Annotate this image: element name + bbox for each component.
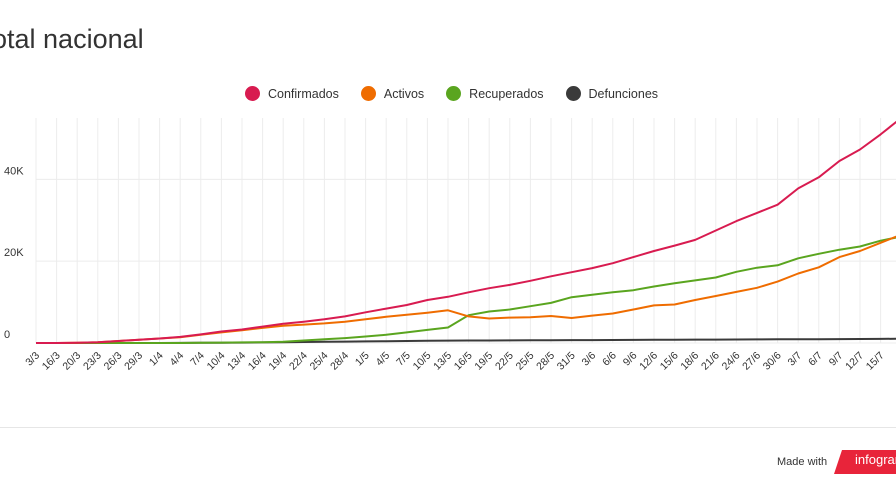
series-line-recuperados xyxy=(36,236,896,344)
x-tick-label: 16/3 xyxy=(40,350,63,373)
x-tick-label: 1/4 xyxy=(147,350,166,369)
legend-item-defunciones[interactable]: Defunciones xyxy=(565,86,659,101)
x-tick-label: 19/4 xyxy=(266,350,289,373)
x-tick-label: 4/5 xyxy=(374,350,393,369)
x-tick-label: 16/4 xyxy=(246,350,269,373)
x-tick-label: 15/6 xyxy=(658,350,681,373)
x-tick-label: 13/4 xyxy=(225,350,248,373)
series-line-confirmados xyxy=(36,120,896,344)
x-tick-label: 30/6 xyxy=(761,350,784,373)
x-tick-label: 3/7 xyxy=(786,350,805,369)
x-tick-label: 15/7 xyxy=(864,350,887,373)
x-tick-label: 6/6 xyxy=(600,350,619,369)
x-tick-label: 9/7 xyxy=(827,350,846,369)
y-tick-label: 20K xyxy=(4,247,24,259)
legend-dot-confirmados xyxy=(245,86,260,101)
x-tick-label: 19/5 xyxy=(472,350,495,373)
x-tick-label: 25/5 xyxy=(514,350,537,373)
legend-item-confirmados[interactable]: Confirmados xyxy=(245,86,339,101)
x-tick-label: 21/6 xyxy=(699,350,722,373)
y-tick-label: 40K xyxy=(4,165,24,177)
y-tick-label: 0 xyxy=(4,329,10,341)
page-title: otal nacional xyxy=(0,24,144,54)
x-tick-label: 3/6 xyxy=(580,350,599,369)
legend-item-recuperados[interactable]: Recuperados xyxy=(446,86,544,101)
legend-dot-recuperados xyxy=(446,86,462,101)
x-tick-label: 6/7 xyxy=(806,350,825,369)
legend-label-defunciones: Defunciones xyxy=(588,86,659,101)
legend-label-confirmados: Confirmados xyxy=(268,86,339,101)
infogram-logo[interactable] xyxy=(834,450,896,474)
x-tick-label: 22/4 xyxy=(287,350,310,373)
x-tick-label: 10/5 xyxy=(411,350,434,373)
x-tick-label: 10/4 xyxy=(205,350,228,373)
series-line-activos xyxy=(36,235,896,344)
x-tick-label: 24/6 xyxy=(720,350,743,373)
x-tick-label: 31/5 xyxy=(555,350,578,373)
x-tick-label: 3/3 xyxy=(23,350,42,369)
x-tick-label: 29/3 xyxy=(122,350,145,373)
legend-dot-defunciones xyxy=(565,86,581,101)
x-tick-label: 12/7 xyxy=(843,350,866,373)
legend-label-activos: Activos xyxy=(383,86,425,101)
x-tick-label: 1/5 xyxy=(353,350,372,369)
chart-legend: Confirmados Activos Recuperados Defuncio… xyxy=(245,86,680,101)
footer-divider xyxy=(0,427,896,428)
x-tick-label: 26/3 xyxy=(102,350,125,373)
infogram-logo-text: infogram xyxy=(855,452,896,467)
x-tick-label: 9/6 xyxy=(621,350,640,369)
made-with-text: Made with xyxy=(777,456,828,468)
x-tick-label: 7/5 xyxy=(394,350,413,369)
x-tick-label: 25/4 xyxy=(308,350,331,373)
x-tick-label: 16/5 xyxy=(452,350,475,373)
legend-item-activos[interactable]: Activos xyxy=(360,86,425,101)
x-tick-label: 23/3 xyxy=(81,350,104,373)
x-tick-label: 4/4 xyxy=(168,350,187,369)
x-tick-label: 28/4 xyxy=(328,350,351,373)
x-tick-label: 12/6 xyxy=(637,350,660,373)
x-tick-label: 20/3 xyxy=(60,350,83,373)
legend-dot-activos xyxy=(360,86,376,101)
x-tick-label: 18/6 xyxy=(678,350,701,373)
x-tick-label: 13/5 xyxy=(431,350,454,373)
x-tick-label: 28/5 xyxy=(534,350,557,373)
legend-label-recuperados: Recuperados xyxy=(469,86,544,101)
x-tick-label: 22/5 xyxy=(493,350,516,373)
x-tick-label: 27/6 xyxy=(740,350,763,373)
x-tick-label: 7/4 xyxy=(188,350,207,369)
